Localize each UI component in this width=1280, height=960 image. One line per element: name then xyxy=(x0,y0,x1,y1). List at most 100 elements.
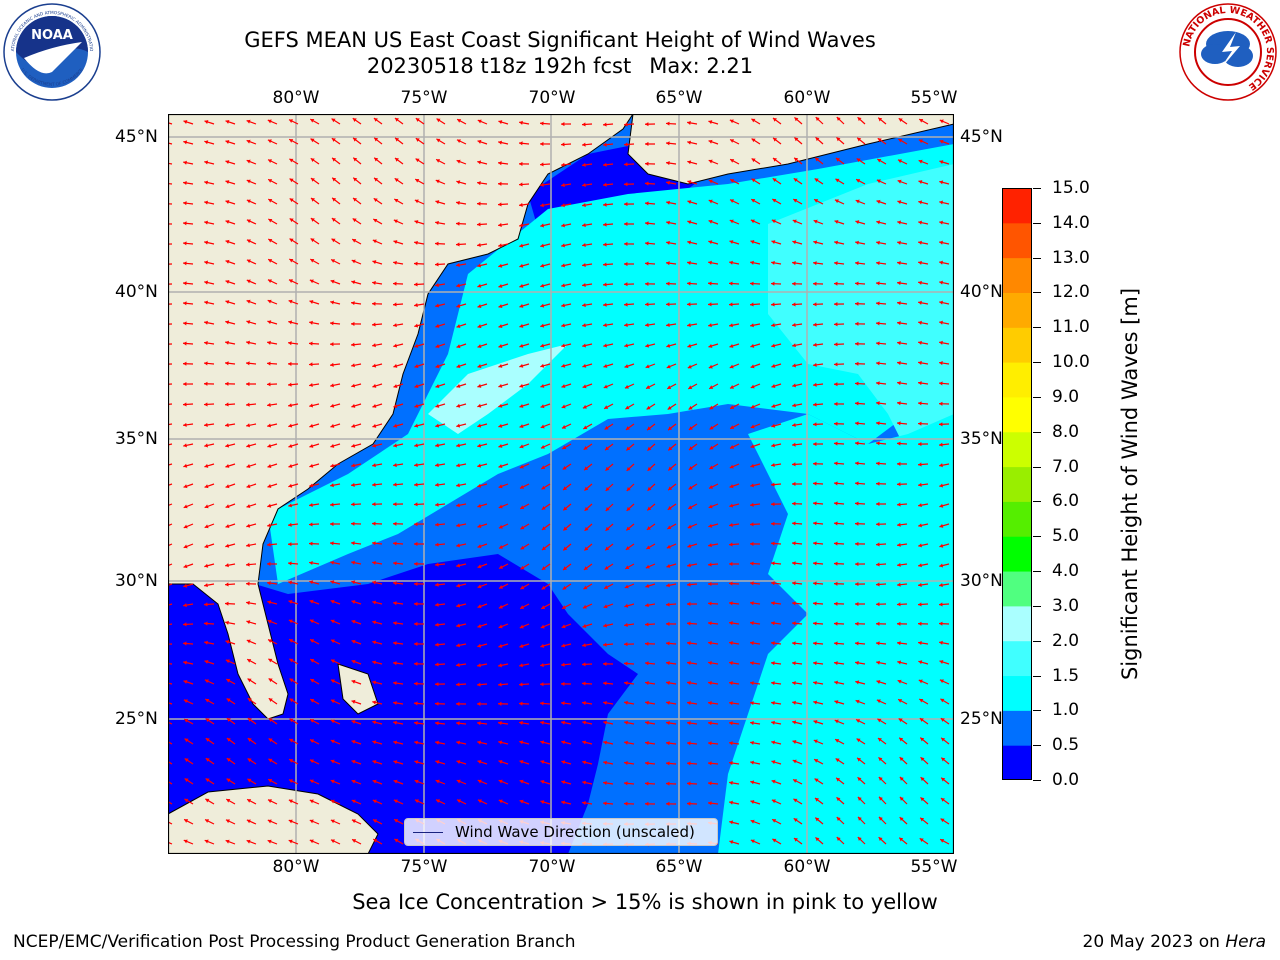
direction-arrow xyxy=(875,341,887,346)
direction-arrow xyxy=(625,523,635,531)
direction-arrow xyxy=(833,342,845,347)
direction-arrow xyxy=(540,182,551,187)
direction-arrow xyxy=(289,698,299,705)
direction-arrow xyxy=(896,502,908,507)
direction-arrow xyxy=(456,139,467,145)
direction-arrow xyxy=(498,563,509,570)
direction-arrow xyxy=(857,776,866,785)
direction-arrow xyxy=(897,301,908,306)
direction-arrow xyxy=(456,463,467,468)
direction-arrow xyxy=(330,580,341,585)
direction-arrow xyxy=(498,721,509,726)
direction-arrow xyxy=(729,138,740,145)
direction-arrow xyxy=(583,463,593,471)
direction-arrow xyxy=(898,837,908,845)
direction-arrow xyxy=(709,463,719,470)
colorbar-segment-5 xyxy=(1002,571,1032,607)
direction-arrow xyxy=(561,183,572,188)
direction-arrow xyxy=(603,383,614,389)
direction-arrow xyxy=(204,220,215,225)
direction-arrow xyxy=(624,700,635,705)
direction-arrow xyxy=(582,643,593,648)
direction-arrow xyxy=(582,162,593,167)
direction-arrow xyxy=(168,623,173,626)
direction-arrow xyxy=(351,799,362,805)
direction-arrow xyxy=(876,261,887,266)
direction-arrow xyxy=(770,281,782,286)
direction-arrow xyxy=(896,461,908,466)
direction-arrow xyxy=(184,738,194,745)
direction-arrow xyxy=(624,583,635,589)
direction-arrow xyxy=(436,118,446,125)
direction-arrow xyxy=(561,740,572,745)
direction-arrow xyxy=(168,523,173,527)
direction-arrow xyxy=(394,198,404,205)
direction-arrow xyxy=(834,261,845,266)
direction-arrow xyxy=(581,681,593,686)
direction-arrow xyxy=(477,623,488,628)
direction-arrow xyxy=(540,423,551,429)
direction-arrow xyxy=(392,561,404,566)
direction-arrow xyxy=(267,119,278,125)
direction-arrow xyxy=(168,363,173,365)
direction-arrow xyxy=(456,603,467,608)
direction-arrow xyxy=(183,160,194,165)
direction-arrow xyxy=(666,680,677,685)
direction-arrow xyxy=(246,443,257,448)
direction-arrow xyxy=(393,779,404,785)
direction-arrow xyxy=(393,260,404,265)
direction-arrow xyxy=(728,281,740,286)
direction-arrow xyxy=(562,463,572,471)
direction-arrow xyxy=(625,403,635,410)
direction-arrow xyxy=(498,243,509,248)
direction-arrow xyxy=(184,798,194,805)
direction-arrow xyxy=(203,381,215,386)
max-label: Max: 2.21 xyxy=(649,54,754,78)
direction-arrow xyxy=(168,162,173,165)
direction-arrow xyxy=(791,661,803,666)
direction-arrow xyxy=(309,819,320,825)
direction-arrow xyxy=(392,482,404,487)
direction-arrow xyxy=(246,620,257,625)
direction-arrow xyxy=(750,443,761,449)
direction-arrow xyxy=(708,363,719,369)
direction-arrow xyxy=(897,260,908,266)
direction-arrow xyxy=(750,780,761,785)
direction-arrow xyxy=(434,721,446,726)
direction-arrow xyxy=(899,756,908,765)
direction-arrow xyxy=(793,798,803,805)
lat-label-right-35n: 35°N xyxy=(960,429,1003,449)
direction-arrow xyxy=(168,243,173,245)
direction-arrow xyxy=(582,303,593,308)
direction-arrow xyxy=(644,622,656,627)
direction-arrow xyxy=(434,502,446,507)
direction-arrow xyxy=(687,240,698,245)
direction-arrow xyxy=(728,561,740,567)
direction-arrow xyxy=(771,818,782,825)
direction-arrow xyxy=(225,140,236,145)
direction-arrow xyxy=(875,281,887,286)
direction-arrow xyxy=(708,660,719,666)
direction-arrow xyxy=(267,279,278,285)
direction-arrow xyxy=(204,200,215,205)
direction-arrow xyxy=(456,760,467,765)
direction-arrow xyxy=(539,121,551,126)
direction-arrow xyxy=(184,778,194,785)
direction-arrow xyxy=(225,219,236,225)
direction-arrow xyxy=(875,542,887,547)
direction-arrow xyxy=(812,561,824,566)
direction-arrow xyxy=(350,521,362,526)
direction-arrow xyxy=(728,302,740,307)
direction-arrow xyxy=(309,580,320,585)
direction-arrow xyxy=(896,621,908,626)
direction-arrow xyxy=(351,639,362,645)
direction-arrow xyxy=(605,483,614,492)
direction-arrow xyxy=(666,383,677,390)
direction-arrow xyxy=(918,159,929,165)
direction-arrow xyxy=(918,563,929,568)
direction-arrow xyxy=(224,361,236,366)
direction-arrow xyxy=(309,739,320,745)
direction-arrow xyxy=(898,138,908,145)
direction-arrow xyxy=(182,261,194,266)
direction-arrow xyxy=(435,799,446,805)
